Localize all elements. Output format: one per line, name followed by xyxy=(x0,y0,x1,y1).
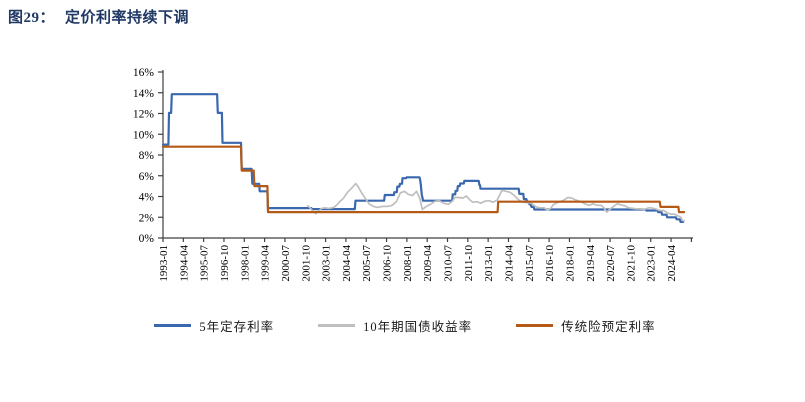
x-tick-label: 1994-04 xyxy=(178,245,190,282)
series-line-2 xyxy=(161,145,686,214)
legend-item-2: 传统险预定利率 xyxy=(516,316,656,335)
legend-line-marker xyxy=(516,324,554,327)
x-tick-label: 2016-10 xyxy=(544,245,556,282)
x-tick-label: 2003-01 xyxy=(321,245,333,282)
x-tick-label: 1996-10 xyxy=(219,245,231,282)
x-tick-label: 2013-01 xyxy=(483,245,495,282)
x-tick-label: 2000-07 xyxy=(280,245,292,282)
y-tick-label: 12% xyxy=(133,109,155,121)
x-tick-label: 2023-01 xyxy=(646,245,658,282)
x-tick-label: 2004-04 xyxy=(341,245,353,282)
chart-legend: 5年定存利率 10年期国债收益率 传统险预定利率 xyxy=(105,316,705,335)
x-tick-label: 2024-04 xyxy=(666,245,678,282)
x-tick-label: 2010-07 xyxy=(443,245,455,282)
y-tick-label: 6% xyxy=(139,171,155,183)
x-tick-label: 1999-04 xyxy=(260,245,272,282)
y-tick-label: 16% xyxy=(133,67,155,79)
line-chart-svg: 0% 2% 4% 6% 8% 10% 12% 14% 16% 1993-01 1994-04 1995… xyxy=(133,67,693,282)
x-tick-label: 2006-10 xyxy=(382,245,394,282)
y-tick-label: 14% xyxy=(133,88,155,100)
y-tick-label: 8% xyxy=(139,150,155,162)
x-tick-label: 1998-01 xyxy=(239,245,251,282)
series-line-1 xyxy=(306,182,685,222)
x-tick-label: 2001-10 xyxy=(300,245,312,282)
y-tick-label: 4% xyxy=(139,192,155,204)
legend-line-marker xyxy=(318,324,356,327)
x-tick-label: 2011-10 xyxy=(463,245,475,282)
x-tick-label: 1995-07 xyxy=(199,245,211,282)
legend-label: 5年定存利率 xyxy=(199,320,275,334)
legend-item-0: 5年定存利率 xyxy=(154,316,274,335)
x-tick-label: 2014-04 xyxy=(503,245,515,282)
x-tick-label: 2019-04 xyxy=(585,245,597,282)
x-tick-label: 2009-04 xyxy=(422,245,434,282)
y-tick-label: 2% xyxy=(139,212,155,224)
figure-title-text: 定价利率持续下调 xyxy=(65,10,190,26)
x-tick-label: 2008-01 xyxy=(402,245,414,282)
x-tick-label: 2005-07 xyxy=(361,245,373,282)
figure-title: 图29： 定价利率持续下调 xyxy=(8,6,189,27)
x-tick-label: 1993-01 xyxy=(158,245,170,282)
y-tick-label: 10% xyxy=(133,129,155,141)
y-tick-label: 0% xyxy=(139,233,155,245)
x-tick-label: 2020-07 xyxy=(605,245,617,282)
x-tick-label: 2018-01 xyxy=(564,245,576,282)
x-tick-label: 2021-10 xyxy=(625,245,637,282)
figure-number: 图29： xyxy=(8,10,56,26)
legend-label: 10年期国债收益率 xyxy=(363,320,473,334)
x-tick-label: 2015-07 xyxy=(524,245,536,282)
legend-item-1: 10年期国债收益率 xyxy=(318,316,472,335)
legend-line-marker xyxy=(154,324,192,327)
legend-label: 传统险预定利率 xyxy=(561,320,656,334)
